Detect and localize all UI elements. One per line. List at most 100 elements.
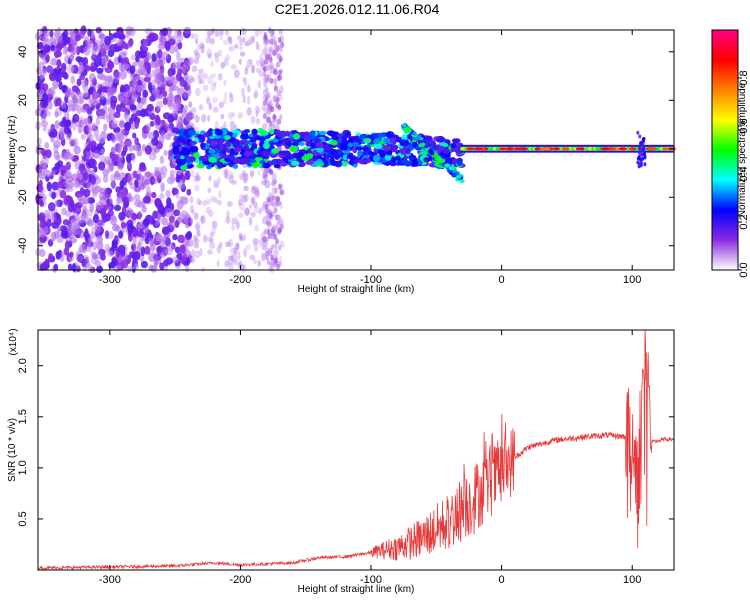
spectrogram-cell: [49, 36, 56, 44]
spectrogram-cell: [184, 265, 190, 273]
spectrogram-cell: [183, 104, 189, 113]
spectrogram-cell: [228, 36, 232, 46]
spectrogram-cell: [104, 230, 110, 239]
spectrogram-cell: [92, 214, 99, 224]
spectrogram-cell: [638, 134, 642, 139]
spectrogram-cell: [223, 120, 227, 129]
spectrogram-cell: [220, 62, 226, 69]
spectrogram-cell: [193, 126, 199, 132]
spectrogram-cell: [94, 225, 101, 235]
spectrogram-cell: [213, 179, 219, 185]
spectrogram-cell: [134, 250, 141, 261]
spectrogram-cell: [165, 41, 171, 52]
spectrogram-cell: [208, 102, 212, 111]
spectrogram-cell: [400, 159, 410, 164]
spectrogram-cell: [238, 232, 243, 240]
spectrogram-cell: [171, 110, 177, 118]
spectrogram-cell: [190, 146, 199, 153]
spectrogram-cell: [275, 238, 280, 245]
spectrogram-cell: [55, 250, 61, 260]
spectrogram-cell: [115, 186, 121, 193]
spectrogram-cell: [273, 77, 277, 84]
spectrogram-cell: [245, 64, 249, 72]
spectrogram-cell: [228, 175, 234, 184]
spectrogram-cell: [95, 103, 101, 110]
spectrogram-cell: [208, 148, 216, 154]
spectrogram-cell: [190, 33, 195, 40]
spectrogram-cell: [95, 39, 101, 48]
spectrogram-cell: [195, 221, 201, 229]
spectrogram-cell: [277, 69, 282, 76]
spectrogram-cell: [289, 145, 298, 153]
spectrogram-cell: [272, 50, 277, 57]
spectrogram-cell: [220, 113, 225, 120]
spectrogram-cell: [64, 170, 72, 180]
spectrogram-cell: [251, 161, 260, 168]
spectrogram-cell: [130, 54, 136, 61]
spectrogram-cell: [270, 244, 275, 250]
spectrogram-cell: [118, 51, 127, 59]
spectrogram-cell: [218, 31, 224, 41]
spectrogram-cell: [109, 215, 118, 226]
snr-series: [37, 329, 675, 571]
spectrogram-cell: [519, 147, 528, 151]
spectrogram-cell: [307, 134, 316, 140]
spectrogram-cell: [231, 112, 236, 118]
spectrogram-cell: [41, 99, 49, 107]
spectrogram-cell: [124, 121, 131, 131]
spectrogram-cell: [121, 63, 130, 70]
spectrogram-cell: [383, 144, 391, 152]
spectrogram-cell: [263, 142, 270, 150]
spectrogram-cell: [316, 147, 324, 153]
spectrogram-cell: [353, 137, 362, 143]
spectrogram-cell: [54, 50, 60, 59]
spectrogram-cell: [305, 160, 313, 165]
spectrogram-cell: [53, 139, 61, 149]
spectrogram-cell: [59, 252, 65, 262]
spectrogram-cell: [202, 132, 209, 138]
spectrogram-cell: [60, 225, 68, 233]
spectrogram-cell: [264, 203, 268, 210]
spectrogram-cell: [106, 96, 111, 105]
spectrogram-cell: [315, 158, 323, 165]
spectrogram-cell: [238, 212, 244, 219]
spectrogram-cell: [54, 111, 59, 118]
spectrogram-cell: [197, 75, 202, 85]
spectrogram-cell: [104, 243, 111, 253]
spectrogram-cell: [254, 29, 260, 38]
spectrogram-cell: [160, 182, 165, 192]
spectrogram-cell: [107, 87, 116, 95]
spectrogram-cell: [142, 89, 149, 98]
spectrogram-cell: [98, 235, 103, 244]
spectrogram-cell: [49, 72, 57, 82]
spectrogram-cell: [76, 91, 83, 98]
spectrogram-cell: [82, 90, 89, 98]
spectrogram-cell: [144, 224, 149, 234]
spectrogram-cell: [429, 139, 435, 145]
spectrogram-cell: [242, 95, 246, 104]
spectrogram-cell: [116, 39, 123, 47]
x-tick-label: -300: [99, 574, 121, 586]
spectrogram-cell: [272, 113, 277, 120]
spectrogram-cell: [257, 169, 261, 176]
spectrogram-cell: [111, 120, 119, 129]
spectrogram-cell: [399, 140, 409, 147]
spectrogram-cell: [262, 169, 267, 176]
y-tick-label: 0.5: [17, 511, 29, 526]
spectrogram-cell: [144, 171, 151, 178]
spectrogram-cell: [100, 253, 106, 261]
spectrogram-cell: [265, 92, 271, 99]
spectrogram-cell: [82, 171, 89, 181]
spectrogram-cell: [228, 45, 235, 52]
spectrogram-cell: [241, 27, 246, 36]
spectrogram-cell: [47, 202, 56, 212]
spectrogram-cell: [202, 72, 208, 80]
spectrogram-cell: [119, 70, 127, 80]
spectrogram-cell: [253, 206, 260, 214]
spectrogram-cell: [639, 151, 642, 156]
spectrogram-cell: [265, 65, 270, 72]
spectrogram-cell: [553, 147, 560, 151]
spectrogram-cell: [234, 124, 238, 130]
spectrogram-cell: [182, 90, 189, 98]
spectrogram-cell: [194, 38, 199, 45]
